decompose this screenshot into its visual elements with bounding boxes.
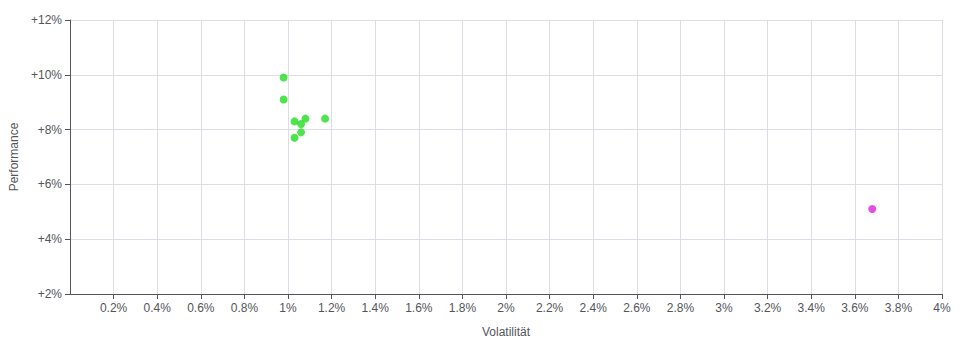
svg-text:1.8%: 1.8%: [449, 301, 477, 315]
svg-text:+8%: +8%: [38, 123, 63, 137]
svg-text:1%: 1%: [279, 301, 297, 315]
svg-text:+6%: +6%: [38, 177, 63, 191]
svg-text:4%: 4%: [933, 301, 951, 315]
svg-text:2.6%: 2.6%: [623, 301, 651, 315]
svg-text:3.8%: 3.8%: [885, 301, 913, 315]
svg-text:+10%: +10%: [31, 68, 62, 82]
svg-text:3.4%: 3.4%: [798, 301, 826, 315]
svg-text:0.6%: 0.6%: [187, 301, 215, 315]
svg-text:+12%: +12%: [31, 13, 62, 27]
svg-text:3%: 3%: [715, 301, 733, 315]
svg-text:1.2%: 1.2%: [318, 301, 346, 315]
svg-text:2%: 2%: [497, 301, 515, 315]
svg-text:2.4%: 2.4%: [580, 301, 608, 315]
svg-text:0.2%: 0.2%: [100, 301, 128, 315]
svg-text:2.8%: 2.8%: [667, 301, 695, 315]
svg-text:1.6%: 1.6%: [405, 301, 433, 315]
svg-text:+4%: +4%: [38, 232, 63, 246]
svg-text:Volatilität: Volatilität: [482, 325, 531, 339]
svg-text:3.2%: 3.2%: [754, 301, 782, 315]
svg-text:+2%: +2%: [38, 287, 63, 301]
svg-text:3.6%: 3.6%: [841, 301, 869, 315]
svg-text:Performance: Performance: [7, 122, 21, 191]
svg-text:2.2%: 2.2%: [536, 301, 564, 315]
svg-text:0.4%: 0.4%: [144, 301, 172, 315]
svg-text:1.4%: 1.4%: [362, 301, 390, 315]
svg-text:0.8%: 0.8%: [231, 301, 259, 315]
